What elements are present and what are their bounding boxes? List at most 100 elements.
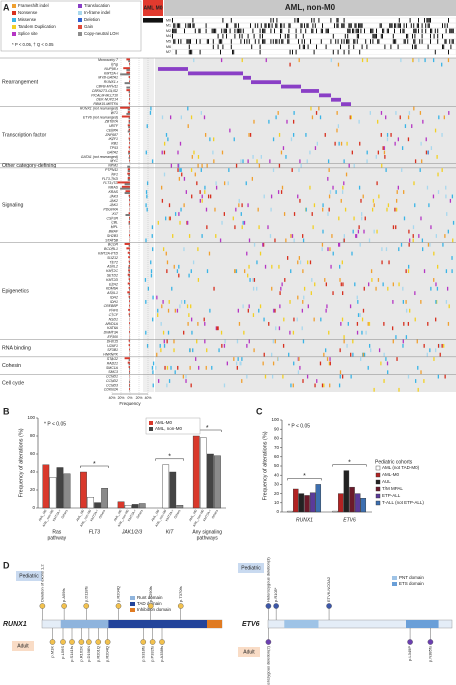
legend-label: Gain: [84, 24, 94, 29]
legend-swatch: [375, 493, 381, 499]
oncoprint-cell: [368, 282, 370, 287]
oncoprint-cell: [347, 321, 349, 326]
freq-bar-non-m0: [128, 126, 130, 129]
oncoprint-cell: [309, 150, 311, 155]
oncoprint-cell: [363, 352, 366, 357]
oncoprint-cell: [408, 264, 410, 269]
oncoprint-cell: [196, 339, 198, 344]
legend-swatch: [12, 4, 16, 8]
legend-swatch: [392, 576, 397, 580]
freq-bar-m0: [129, 304, 130, 307]
track-cell: [306, 23, 308, 28]
track-cell: [430, 39, 431, 44]
oncoprint-cell: [378, 194, 380, 199]
track-cell: [348, 49, 350, 55]
y-axis-label: Frequency of alterations (%): [262, 431, 268, 500]
lollipop: [39, 603, 46, 609]
oncoprint-cell: [405, 269, 407, 274]
y-tick-label: 40: [30, 469, 36, 474]
oncoprint-cell: [236, 365, 238, 370]
oncoprint-cell: [189, 348, 191, 353]
oncoprint-cell: [407, 269, 410, 274]
oncoprint-cell: [262, 242, 265, 247]
track-cell: [251, 44, 253, 50]
lollipop: [104, 639, 111, 645]
track-cell: [312, 23, 314, 28]
oncoprint-cell: [384, 154, 386, 159]
oncoprint-cell: [360, 357, 362, 361]
oncoprint-cell: [416, 339, 418, 344]
gene-label: SUZ12: [107, 256, 118, 260]
track-cell: [264, 28, 266, 34]
gene-label: SMC1A: [106, 366, 119, 370]
track-cell: [212, 28, 214, 34]
oncoprint-cell: [160, 185, 163, 190]
track-cell: [244, 39, 245, 44]
track-cell: [173, 39, 175, 44]
oncoprint-cell: [278, 163, 281, 168]
freq-bar-m0: [128, 221, 130, 223]
oncoprint-cell: [370, 348, 372, 353]
oncoprint-cell: [339, 264, 341, 269]
bar: [80, 471, 87, 509]
oncoprint-cell: [274, 339, 276, 344]
track-cell: [353, 44, 355, 50]
freq-bar-m0: [129, 155, 130, 158]
oncoprint-cell: [371, 207, 374, 212]
freq-bar-m0: [129, 203, 130, 206]
oncoprint-cell: [367, 365, 369, 370]
track-cell: [320, 28, 322, 34]
freq-bar-m0: [127, 124, 130, 127]
oncoprint-cell: [352, 352, 354, 357]
y-tick-label: 30: [274, 482, 280, 487]
track-cell: [240, 28, 242, 34]
legend-swatch: [375, 486, 381, 492]
oncoprint-cell: [418, 234, 420, 238]
oncoprint-cell: [241, 357, 243, 361]
track-cell: [311, 28, 313, 34]
track-cell: [397, 44, 399, 50]
track-cell: [172, 33, 173, 39]
track-cell: [347, 33, 349, 39]
track-cell: [263, 39, 265, 44]
oncoprint-cell: [409, 238, 411, 243]
oncoprint-cell: [337, 124, 340, 129]
oncoprint-cell: [274, 308, 276, 313]
oncoprint-cell: [430, 225, 432, 230]
bar: [131, 504, 139, 509]
track-label: M4: [166, 34, 171, 38]
oncoprint-cell: [191, 194, 193, 199]
track-cell: [449, 28, 451, 34]
oncoprint-cell: [291, 168, 293, 172]
track-cell: [284, 33, 286, 39]
freq-bar-non-m0: [126, 112, 130, 115]
oncoprint-cell: [157, 308, 159, 313]
oncoprint-cell: [144, 278, 147, 282]
mutation-label: p.L349P: [407, 646, 412, 661]
oncoprint-cell: [283, 212, 286, 216]
oncoprint-cell: [383, 379, 385, 383]
oncoprint-cell: [258, 225, 260, 230]
group-label: RNA binding: [2, 345, 31, 351]
bar: [343, 470, 350, 513]
track-cell: [198, 28, 200, 34]
gene-label: NUP98-r: [104, 67, 118, 71]
oncoprint-cell: [325, 348, 327, 353]
y-tick-label: 80: [30, 433, 36, 438]
oncoprint-m0-bg: [143, 58, 154, 392]
gene-label: SH2B3: [107, 234, 118, 238]
oncoprint-cell: [299, 365, 301, 370]
track-cell: [400, 23, 401, 28]
oncoprint-cell: [274, 238, 276, 243]
freq-bar-m0: [127, 273, 130, 276]
legend-swatch: [12, 11, 16, 15]
track-cell: [281, 39, 283, 44]
gene-label: DEK-NUP214: [96, 98, 118, 102]
legend-label: AML, non-M0: [155, 426, 183, 431]
track-cell: [301, 39, 303, 44]
oncoprint-cell: [241, 58, 243, 63]
track-cell: [232, 49, 233, 55]
oncoprint-cell: [329, 383, 331, 388]
oncoprint-cell: [278, 326, 281, 331]
oncoprint-cell: [315, 111, 318, 115]
